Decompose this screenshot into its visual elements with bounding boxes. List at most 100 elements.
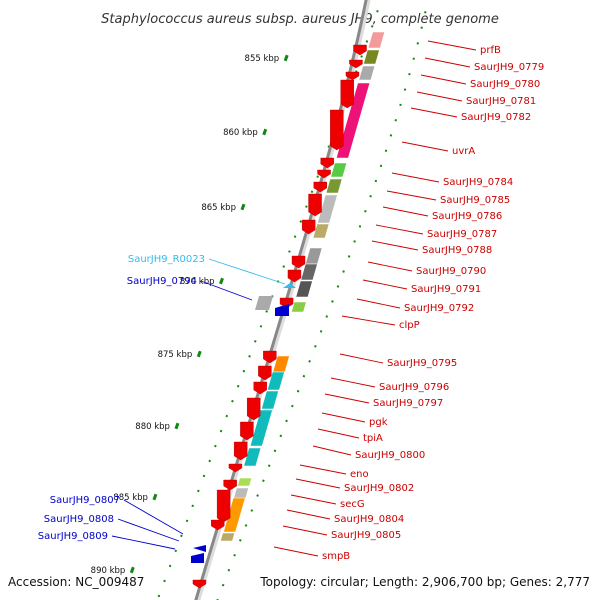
gene-label: SaurJH9_0785 [440, 195, 510, 206]
kbp-tick-mark [283, 54, 289, 62]
gene-arrow [345, 71, 360, 81]
label-leader [330, 377, 376, 388]
gene-arrow [330, 109, 344, 151]
gene-arrow [291, 255, 306, 269]
gene-arrow [301, 219, 316, 235]
gene-block [325, 178, 343, 194]
features-group [191, 31, 386, 589]
gene-arrow [279, 297, 294, 309]
kbp-tick-label: 865 kbp [201, 203, 236, 213]
label-leader [111, 535, 176, 550]
gene-block [300, 263, 318, 281]
gene-block [295, 280, 313, 298]
gene-label: SaurJH9_0795 [387, 358, 457, 369]
gene-block [249, 409, 273, 447]
gene-label: SaurJH9_0781 [466, 96, 536, 107]
label-leader [312, 445, 352, 456]
label-leader [208, 258, 286, 285]
gene-label: SaurJH9_0782 [461, 112, 531, 123]
gene-label: SaurJH9_0808 [44, 514, 114, 525]
gene-label: SaurJH9_0787 [427, 229, 497, 240]
gene-label: pgk [369, 417, 388, 428]
gene-label: clpP [399, 320, 420, 331]
gene-block [312, 223, 330, 239]
gene-arrow [192, 579, 207, 589]
label-leader [317, 428, 360, 439]
label-leader [367, 261, 413, 272]
gene-arrow [228, 463, 243, 473]
kbp-tick-mark [152, 493, 158, 501]
gene-label: SaurJH9_0805 [331, 530, 401, 541]
gene-block [367, 31, 386, 49]
kbp-tick-mark [174, 422, 180, 430]
kbp-tick-label: 855 kbp [245, 54, 280, 64]
gene-label: SaurJH9_0802 [344, 483, 414, 494]
label-leader [410, 107, 458, 118]
kbp-ticks-group: 855 kbp 860 kbp 865 kbp 870 kbp 875 kbp 880 k… [91, 54, 289, 576]
label-leader [371, 240, 419, 251]
gene-label: SaurJH9_0792 [404, 303, 474, 314]
gene-block [219, 532, 236, 542]
kbp-tick-mark [196, 350, 202, 358]
gene-label: SaurJH9_0797 [373, 398, 443, 409]
gene-label: secG [340, 499, 365, 510]
label-leader [362, 279, 408, 290]
gene-arrow [349, 59, 363, 69]
gene-arrow [233, 441, 248, 461]
gene-label: SaurJH9_R0023 [128, 254, 205, 265]
gene-labels-group: prfB SaurJH9_0779 SaurJH9_0780 SaurJH9_0781… [38, 45, 544, 562]
label-leader [324, 393, 370, 404]
label-leader [282, 525, 328, 536]
gene-arrow [340, 79, 354, 109]
label-leader [273, 546, 319, 557]
label-leader [321, 412, 366, 423]
kbp-tick-label: 890 kbp [91, 566, 126, 576]
label-leader [427, 40, 477, 51]
gene-arrow [253, 381, 267, 395]
gene-label: smpB [322, 551, 350, 562]
gene-block [254, 296, 274, 310]
label-leader [391, 172, 440, 183]
label-leader [117, 518, 180, 542]
topology-text: Topology: circular; Length: 2,906,700 bp… [259, 575, 590, 589]
gene-label: eno [350, 469, 369, 480]
gene-label: SaurJH9_0796 [379, 382, 449, 393]
gene-block [330, 162, 348, 178]
dotted-guide-outer [216, 0, 430, 600]
rna-feature [283, 283, 296, 288]
kbp-tick-label: 870 kbp [180, 277, 215, 287]
gene-arrow [308, 193, 322, 217]
gene-block [237, 477, 253, 487]
dotted-guide-inner [156, 0, 383, 600]
gene-label: SaurJH9_0791 [411, 284, 481, 295]
label-leader [416, 91, 463, 102]
label-leader [286, 509, 331, 520]
gene-block [266, 371, 285, 391]
label-leader [123, 499, 184, 535]
label-leader [420, 74, 467, 85]
label-leader [375, 224, 424, 235]
gene-arrow [258, 365, 272, 381]
label-leader [339, 353, 384, 364]
label-leader [295, 478, 341, 489]
kbp-tick-mark [240, 203, 246, 211]
gene-label: SaurJH9_0807 [50, 495, 120, 506]
gene-arrow [263, 350, 277, 364]
gene-label: SaurJH9_0788 [422, 245, 492, 256]
reverse-gene [193, 545, 206, 552]
kbp-tick-label: 875 kbp [158, 350, 193, 360]
gene-label: prfB [480, 45, 501, 56]
gene-block [335, 82, 371, 159]
gene-block [358, 65, 376, 81]
gene-arrow [320, 157, 334, 169]
gene-label: SaurJH9_0804 [334, 514, 404, 525]
label-leader [356, 298, 401, 309]
kbp-tick-label: 880 kbp [135, 422, 170, 432]
gene-label: tpiA [363, 433, 383, 444]
kbp-tick-label: 860 kbp [223, 128, 258, 138]
label-leader [200, 280, 253, 301]
label-leader [341, 315, 396, 326]
label-leader [382, 206, 429, 217]
label-leader [299, 464, 347, 475]
